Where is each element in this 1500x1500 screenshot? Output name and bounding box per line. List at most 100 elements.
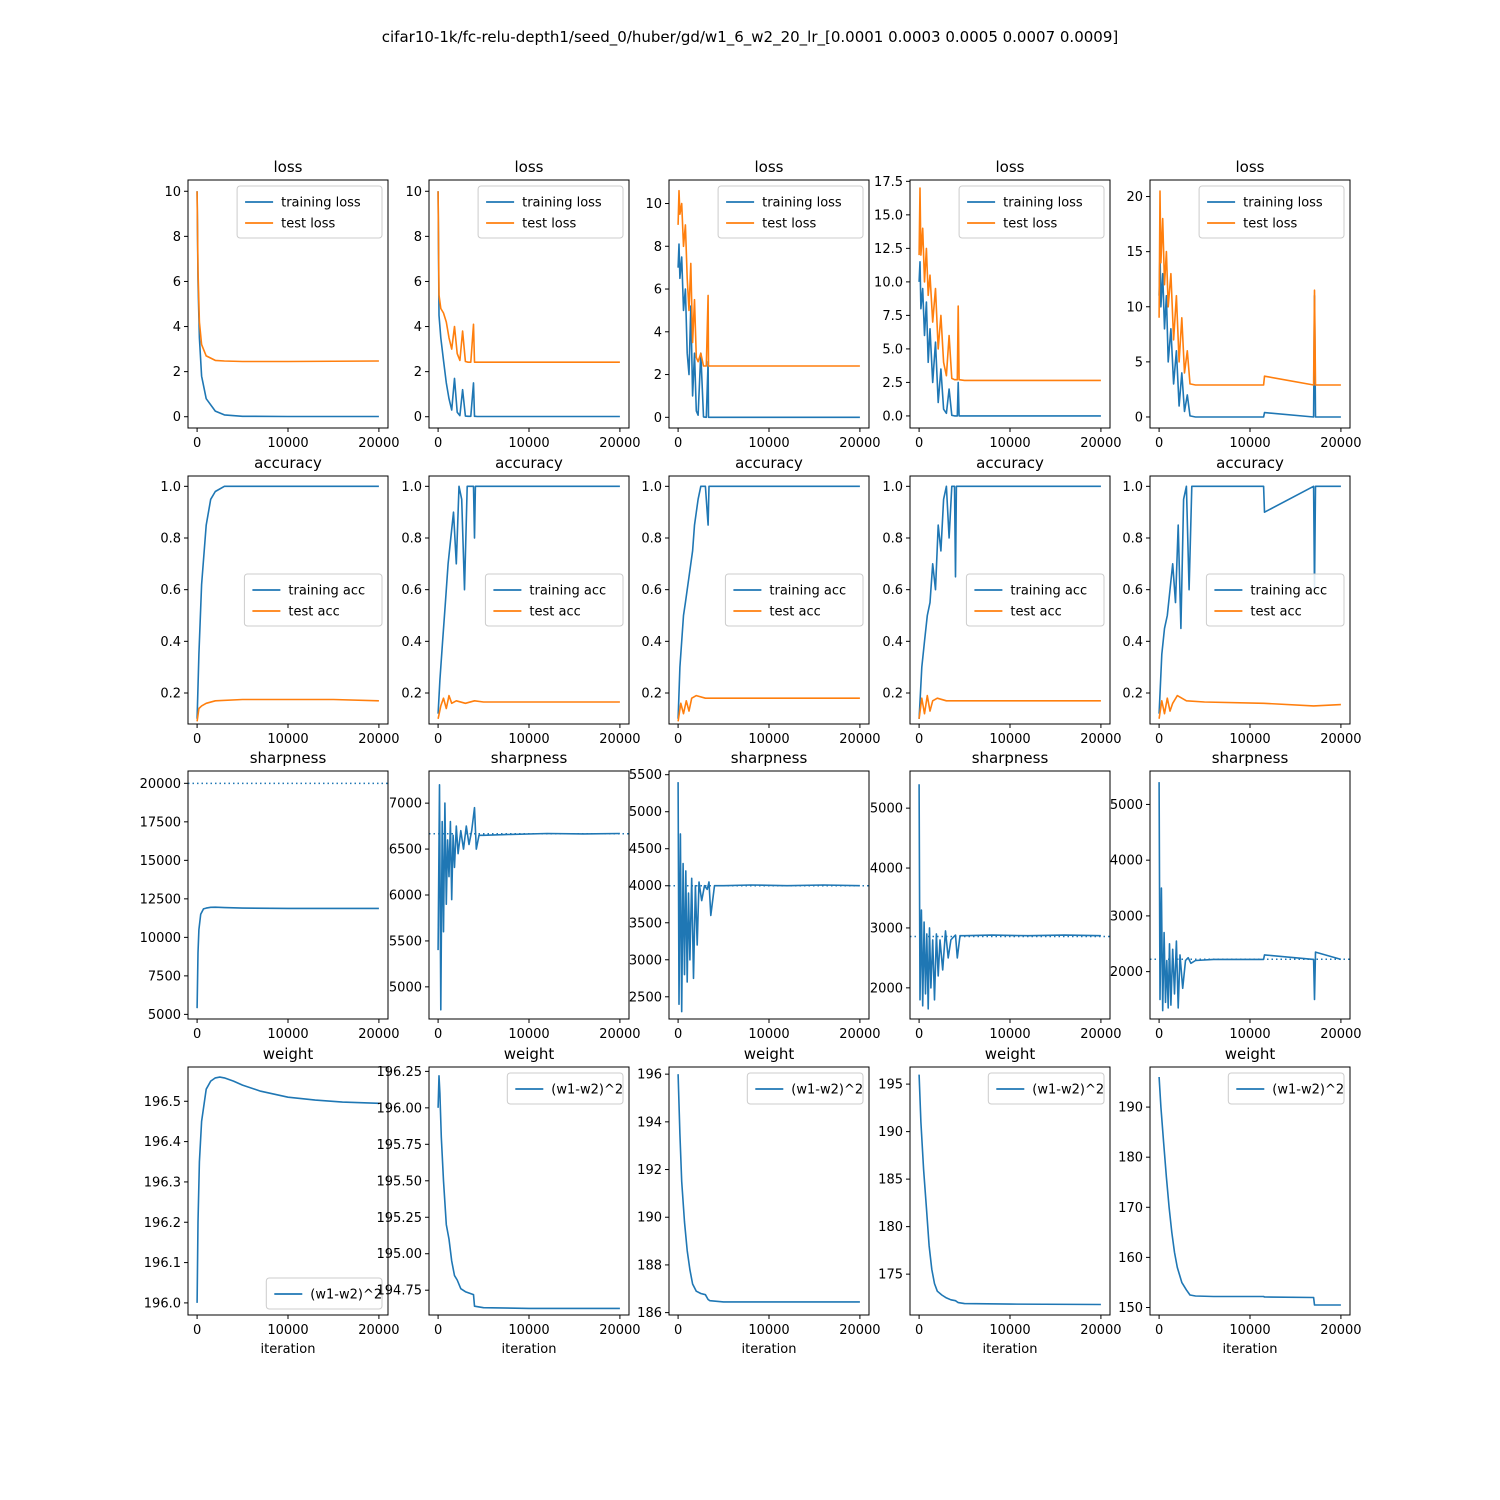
chart-5-series-2-line — [1158, 190, 1341, 386]
chart-15-ytick-label: 2000 — [1110, 965, 1143, 980]
chart-13-ytick-label: 2500 — [629, 990, 662, 1005]
chart-3-lines — [677, 189, 860, 419]
chart-4-ytick-label: 5.0 — [882, 342, 903, 357]
chart-20-xtick-label: 0 — [1155, 1323, 1163, 1338]
chart-4-ytick-label: 17.5 — [874, 175, 903, 190]
chart-7-lines — [437, 485, 620, 719]
chart-9-legend-label: training acc — [1010, 584, 1087, 599]
chart-15-ytick-label: 5000 — [1110, 798, 1143, 813]
chart-4-ytick-label: 15.0 — [874, 208, 903, 223]
chart-16-panel: weight 0 10000 20000 196.0 196.1 196.2 196.3 196… — [144, 1045, 400, 1357]
chart-8-legend-box — [724, 573, 864, 627]
chart-6-ytick-label: 0.2 — [160, 687, 181, 702]
chart-11-panel: sharpness 0 10000 20000 5000 7500 10000 12500 15… — [140, 749, 400, 1042]
chart-9-legend-box — [965, 573, 1105, 627]
chart-18-legend-label: (w1-w2)^2 — [791, 1083, 863, 1098]
chart-2-series-2-line — [437, 191, 620, 364]
chart-2-xtick-label: 10000 — [508, 436, 549, 451]
chart-3-xtick-label: 20000 — [839, 436, 880, 451]
chart-1-ytick-label: 8 — [173, 230, 181, 245]
chart-1-lines — [196, 191, 379, 418]
chart-7-legend-box — [484, 573, 624, 627]
chart-19-ytick-label: 175 — [878, 1268, 903, 1283]
chart-12-xtick-label: 0 — [434, 1027, 442, 1042]
chart-11-xtick-label: 20000 — [358, 1027, 399, 1042]
chart-17-legend-label: (w1-w2)^2 — [551, 1083, 623, 1098]
chart-7-ytick-label: 0.2 — [401, 687, 422, 702]
chart-7-axes-frame — [428, 475, 630, 725]
chart-3-xtick-label: 0 — [674, 436, 682, 451]
chart-10-series-2-line — [1158, 694, 1341, 719]
chart-2-series-1-line — [437, 191, 620, 418]
chart-17-legend-box — [506, 1072, 624, 1105]
chart-3-ytick-label: 2 — [654, 368, 662, 383]
chart-19-ytick-label: 190 — [878, 1125, 903, 1140]
chart-5-axes-frame — [1149, 179, 1351, 429]
chart-11-title: sharpness — [250, 749, 327, 767]
chart-9-ytick-label: 0.4 — [882, 635, 903, 650]
chart-11-ytick-label: 10000 — [140, 931, 181, 946]
chart-5-ytick-label: 20 — [1126, 190, 1143, 205]
chart-8-legend-label: test acc — [769, 605, 820, 620]
chart-5-legend-label: test loss — [1243, 217, 1297, 232]
chart-2-panel: loss 0 10000 20000 0 2 4 6 8 10 training loss test … — [405, 158, 640, 451]
chart-5-legend-label: training loss — [1243, 196, 1323, 211]
chart-9-ytick-label: 0.8 — [882, 532, 903, 547]
chart-14-xtick-label: 0 — [915, 1027, 923, 1042]
chart-17-ytick-label: 196.00 — [377, 1101, 423, 1116]
chart-8-ytick-label: 0.4 — [641, 635, 662, 650]
chart-13-ytick-label: 5000 — [629, 805, 662, 820]
chart-6-ytick-label: 0.4 — [160, 635, 181, 650]
chart-20-legend-box — [1227, 1072, 1345, 1105]
chart-6-ytick-label: 0.8 — [160, 532, 181, 547]
chart-19-axes-frame — [909, 1066, 1111, 1316]
chart-10-panel: accuracy 0 10000 20000 0.2 0.4 0.6 0.8 1.0 traini… — [1122, 454, 1361, 747]
chart-11-ytick-label: 20000 — [140, 777, 181, 792]
chart-4-ytick-label: 7.5 — [882, 309, 903, 324]
chart-19-xtick-label: 10000 — [989, 1323, 1030, 1338]
chart-12-ytick-label: 7000 — [389, 797, 422, 812]
chart-11-ytick-label: 15000 — [140, 854, 181, 869]
chart-2-legend-box — [477, 185, 624, 239]
chart-10-ytick-label: 0.6 — [1122, 583, 1143, 598]
chart-12-axes-frame — [428, 770, 630, 1020]
chart-9-xtick-label: 10000 — [989, 732, 1030, 747]
chart-13-xtick-label: 20000 — [839, 1027, 880, 1042]
chart-3-legend: training loss test loss — [717, 185, 864, 239]
chart-13-ytick-label: 5500 — [629, 768, 662, 783]
chart-14-xtick-label: 20000 — [1080, 1027, 1121, 1042]
chart-11-ytick-label: 5000 — [148, 1008, 181, 1023]
figure-suptitle: cifar10-1k/fc-relu-depth1/seed_0/huber/g… — [382, 28, 1118, 47]
chart-8-title: accuracy — [735, 454, 803, 472]
chart-19-xlabel: iteration — [983, 1342, 1038, 1357]
chart-13-xtick-label: 0 — [674, 1027, 682, 1042]
chart-18-ytick-label: 190 — [637, 1211, 662, 1226]
chart-6-lines — [196, 485, 379, 722]
chart-5-xtick-label: 0 — [1155, 436, 1163, 451]
chart-4-title: loss — [996, 158, 1025, 176]
chart-15-xtick-label: 10000 — [1229, 1027, 1270, 1042]
chart-3-legend-box — [717, 185, 864, 239]
chart-1-legend: training loss test loss — [236, 185, 383, 239]
chart-1-xtick-label: 10000 — [267, 436, 308, 451]
chart-4-legend-label: test loss — [1003, 217, 1057, 232]
chart-10-series-1-line — [1158, 485, 1341, 714]
chart-13-xtick-label: 10000 — [748, 1027, 789, 1042]
chart-12-panel: sharpness 0 10000 20000 5000 5500 6000 6500 7000 — [389, 749, 641, 1042]
chart-9-legend-label: test acc — [1010, 605, 1061, 620]
chart-1-ytick-label: 4 — [173, 320, 181, 335]
chart-12-ytick-label: 6000 — [389, 889, 422, 904]
chart-14-lines — [918, 784, 1101, 1010]
chart-10-ytick-label: 0.4 — [1122, 635, 1143, 650]
chart-10-xtick-label: 20000 — [1320, 732, 1361, 747]
chart-18-legend: (w1-w2)^2 — [746, 1072, 864, 1105]
chart-4-xtick-label: 0 — [915, 436, 923, 451]
chart-2-ytick-label: 6 — [414, 275, 422, 290]
chart-15-title: sharpness — [1212, 749, 1289, 767]
chart-2-legend-label: training loss — [522, 196, 602, 211]
chart-4-ytick-label: 12.5 — [874, 242, 903, 257]
chart-20-title: weight — [1225, 1045, 1276, 1063]
chart-12-xtick-label: 20000 — [599, 1027, 640, 1042]
chart-15-ytick-label: 3000 — [1110, 909, 1143, 924]
